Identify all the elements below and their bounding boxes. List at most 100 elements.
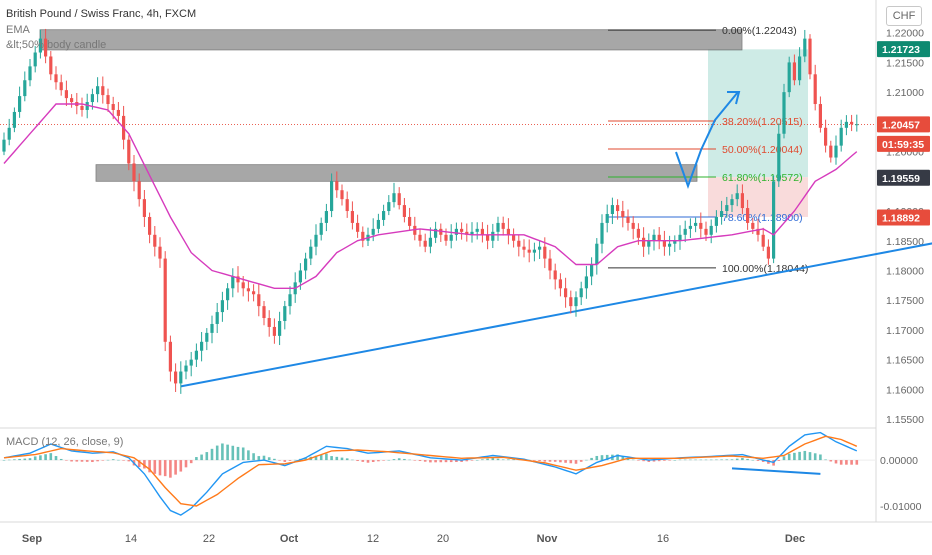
macd-histogram-bar	[761, 460, 765, 462]
macd-histogram-bar	[647, 460, 651, 462]
candle-body	[194, 350, 198, 360]
macd-histogram-bar	[600, 455, 604, 461]
x-tick-label: 20	[437, 533, 449, 545]
y-tick-label: 1.21500	[886, 57, 924, 69]
candle-body	[168, 341, 172, 372]
candle-body	[824, 127, 828, 146]
macd-histogram-bar	[585, 459, 588, 461]
ema-indicator-label[interactable]: EMA	[6, 24, 30, 36]
sr-zone	[39, 29, 743, 51]
macd-histogram-bar	[605, 454, 609, 461]
candle-body	[756, 228, 760, 235]
macd-histogram-bar	[267, 457, 271, 461]
candle-body	[470, 231, 474, 235]
candle-body	[688, 225, 692, 229]
macd-histogram-bar	[314, 455, 318, 461]
macd-histogram-bar	[351, 459, 354, 461]
candle-body	[158, 246, 162, 259]
macd-histogram-bar	[366, 460, 370, 463]
candle-body	[7, 127, 11, 140]
fib-level-label: 61.80%(1.19572)	[722, 172, 803, 184]
currency-button[interactable]: CHF	[886, 6, 922, 26]
price-axis-badge	[877, 135, 930, 152]
macd-histogram-bar	[720, 459, 723, 461]
macd-histogram-bar	[574, 460, 578, 464]
macd-histogram-bar	[226, 444, 229, 461]
candle-indicator-label[interactable]: &lt;50% body candle	[6, 39, 107, 51]
candle-body	[746, 208, 750, 223]
candle-body	[662, 240, 666, 247]
candle-body	[163, 258, 167, 342]
candle-body	[174, 371, 178, 384]
macd-histogram-bar	[449, 460, 453, 463]
macd-histogram-bar	[195, 457, 198, 461]
macd-histogram-bar	[631, 459, 635, 461]
candle-body	[142, 199, 146, 217]
macd-histogram-bar	[49, 453, 53, 461]
fib-level-label: 38.20%(1.20515)	[722, 116, 803, 128]
candle-body	[220, 300, 224, 313]
macd-histogram-bar	[652, 460, 656, 462]
macd-histogram-bar	[533, 460, 536, 461]
macd-histogram-bar	[215, 445, 219, 461]
candle-body	[829, 145, 833, 158]
candle-body	[787, 62, 791, 93]
macd-histogram-bar	[444, 460, 448, 463]
macd-y-tick-label: -0.01000	[880, 501, 922, 513]
candle-body	[189, 359, 193, 366]
candle-body	[725, 205, 729, 212]
candle-body	[595, 243, 599, 265]
candle-body	[574, 297, 578, 307]
projection-arrowhead	[727, 91, 741, 105]
candle-body	[844, 121, 848, 128]
macd-indicator-label[interactable]: MACD (12, 26, close, 9)	[6, 436, 124, 448]
candle-body	[699, 222, 703, 229]
candle-body	[231, 276, 235, 289]
macd-histogram-bar	[397, 458, 401, 461]
candle-body	[184, 365, 188, 372]
y-tick-label: 1.16500	[886, 355, 924, 367]
candle-body	[506, 228, 510, 235]
candle-body	[428, 237, 432, 247]
candle-body	[54, 74, 58, 83]
macd-histogram-bar	[247, 450, 250, 461]
candle-body	[28, 66, 32, 81]
macd-histogram-bar	[283, 460, 287, 462]
macd-histogram-bar	[330, 456, 333, 461]
macd-histogram-bar	[325, 453, 328, 461]
macd-histogram-bar	[512, 459, 515, 461]
macd-histogram-bar	[106, 459, 110, 461]
macd-histogram-bar	[673, 460, 677, 461]
x-tick-label: Nov	[537, 533, 559, 545]
macd-histogram-bar	[616, 454, 619, 461]
candle-body	[132, 163, 136, 182]
macd-histogram-bar	[657, 460, 661, 462]
candle-body	[766, 246, 770, 259]
macd-histogram-bar	[304, 457, 307, 461]
candle-body	[283, 306, 287, 321]
candle-body	[652, 234, 656, 241]
candle-body	[855, 124, 859, 126]
macd-histogram-bar	[839, 460, 843, 465]
candle-body	[803, 38, 807, 57]
price-axis-badge	[877, 116, 930, 133]
candle-body	[714, 216, 718, 226]
macd-histogram-bar	[345, 458, 349, 461]
x-tick-label: 16	[657, 533, 669, 545]
fib-level-label: 0.00%(1.22043)	[722, 25, 797, 37]
candle-body	[392, 193, 396, 203]
x-tick-label: Oct	[280, 533, 299, 545]
macd-histogram-bar	[590, 457, 593, 461]
macd-histogram-bar	[236, 446, 240, 461]
macd-histogram-bar	[39, 455, 42, 461]
macd-histogram-bar	[689, 459, 692, 461]
macd-histogram-bar	[767, 460, 770, 464]
fib-level-label: 78.60%(1.18900)	[722, 212, 803, 224]
candle-body	[636, 228, 640, 238]
macd-histogram-bar	[18, 458, 21, 461]
candle-body	[85, 102, 89, 110]
macd-divergence-line	[731, 467, 821, 475]
price-axis-badge-text: 1.19559	[882, 173, 920, 185]
